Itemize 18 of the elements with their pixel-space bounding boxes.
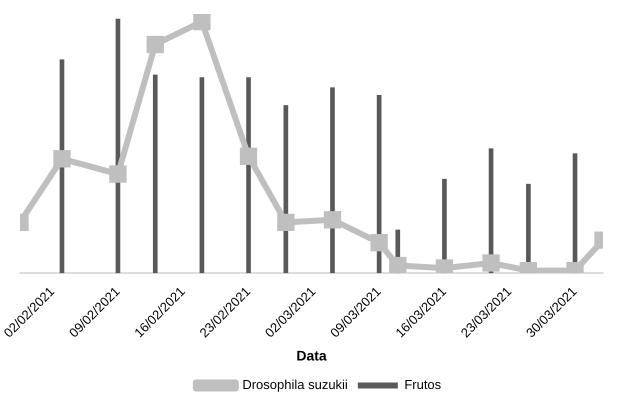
x-axis-title: Data [296, 347, 327, 364]
bar [200, 77, 204, 274]
bar [330, 87, 335, 274]
legend-label: Frutos [404, 377, 442, 392]
point [277, 214, 295, 232]
point [482, 254, 500, 272]
point [146, 36, 164, 54]
point [53, 150, 71, 168]
point [240, 148, 258, 165]
legend-label: Drosophila suzukii [242, 377, 348, 392]
point [370, 234, 388, 252]
point [389, 256, 406, 274]
bar [60, 59, 64, 274]
point [109, 165, 127, 183]
point [324, 211, 342, 228]
bar [116, 18, 120, 274]
point [193, 14, 211, 30]
bar [152, 74, 158, 274]
